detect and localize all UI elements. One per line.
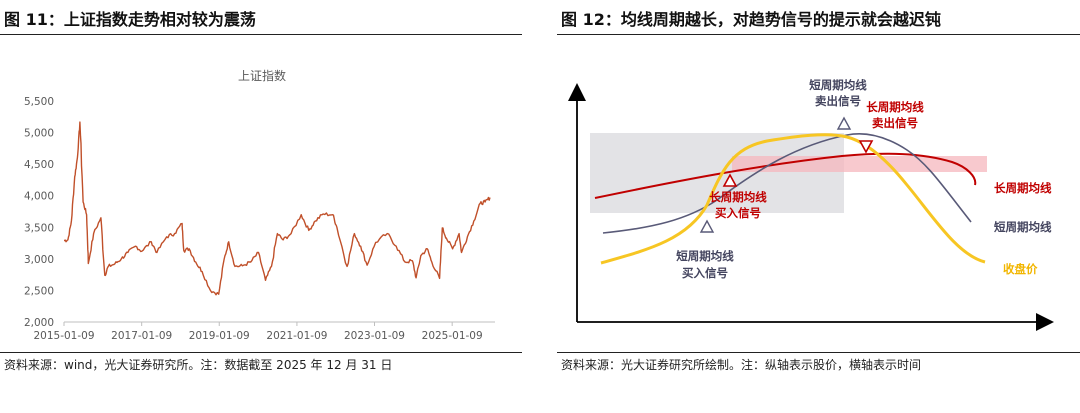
left-source-rule xyxy=(0,352,522,353)
left-title-rule xyxy=(0,34,522,35)
left-figure-panel: 图 11：上证指数走势相对较为震荡 上证指数 2,000 2,500 3,000 3,… xyxy=(0,0,522,413)
x-tick-label: 2015-01-09 xyxy=(33,330,94,342)
x-tick-label: 2019-01-09 xyxy=(189,330,250,342)
long-ma-legend: 长周期均线 xyxy=(994,181,1052,195)
y-tick-label: 4,500 xyxy=(24,159,54,171)
short-ma-buy-label-1: 短周期均线 xyxy=(676,249,734,263)
long-ma-band xyxy=(732,156,987,172)
y-tick-label: 3,500 xyxy=(24,222,54,234)
short-ma-legend: 短周期均线 xyxy=(994,220,1052,234)
long-ma-sell-label-1: 长周期均线 xyxy=(866,100,924,114)
left-figure-title: 图 11：上证指数走势相对较为震荡 xyxy=(4,10,256,29)
long-ma-line xyxy=(594,152,977,199)
y-tick-label: 2,500 xyxy=(24,285,54,297)
right-figure-title: 图 12：均线周期越长，对趋势信号的提示就会越迟钝 xyxy=(561,10,941,29)
right-source-note: 资料来源：光大证券研究所绘制。注：纵轴表示股价，横轴表示时间 xyxy=(561,358,922,372)
short-ma-buy-marker xyxy=(699,219,715,233)
y-tick-label: 3,000 xyxy=(24,254,54,266)
long-ma-buy-label-1: 长周期均线 xyxy=(709,190,767,204)
right-title-rule xyxy=(557,34,1080,35)
series-line xyxy=(64,121,491,296)
y-tick-label: 5,500 xyxy=(24,96,54,108)
right-figure-panel: 图 12：均线周期越长，对趋势信号的提示就会越迟钝 短周期均线 卖出信号 长周期… xyxy=(557,0,1080,413)
moving-average-diagram: 短周期均线 卖出信号 长周期均线 卖出信号 长周期均线 买入信号 短周期均线 买… xyxy=(568,78,1054,331)
short-ma-sell-label-1: 短周期均线 xyxy=(809,78,867,92)
shanghai-index-chart: 上证指数 2,000 2,500 3,000 3,500 4,000 4,500 5,000… xyxy=(24,68,495,342)
long-ma-sell-marker xyxy=(858,140,874,154)
long-ma-buy-marker xyxy=(722,173,738,187)
y-tick-label: 4,000 xyxy=(24,191,54,203)
close-price-line xyxy=(600,133,986,265)
long-ma-sell-label-2: 卖出信号 xyxy=(872,116,918,130)
close-price-legend: 收盘价 xyxy=(1003,262,1038,276)
y-tick-label: 5,000 xyxy=(24,128,54,140)
short-ma-line xyxy=(602,132,972,234)
x-tick-label: 2025-01-09 xyxy=(422,330,483,342)
x-tick-label: 2017-01-09 xyxy=(111,330,172,342)
right-source-rule xyxy=(557,352,1080,353)
long-ma-buy-label-2: 买入信号 xyxy=(715,206,761,220)
chart-title: 上证指数 xyxy=(238,68,286,83)
short-ma-sell-label-2: 卖出信号 xyxy=(815,94,861,108)
y-tick-label: 2,000 xyxy=(24,317,54,329)
short-ma-sell-marker xyxy=(836,116,852,130)
x-tick-label: 2023-01-09 xyxy=(344,330,405,342)
x-tick-label: 2021-01-09 xyxy=(266,330,327,342)
left-source-note: 资料来源：wind，光大证券研究所。注：数据截至 2025 年 12 月 31 … xyxy=(4,358,393,372)
short-ma-buy-label-2: 买入信号 xyxy=(682,266,728,280)
